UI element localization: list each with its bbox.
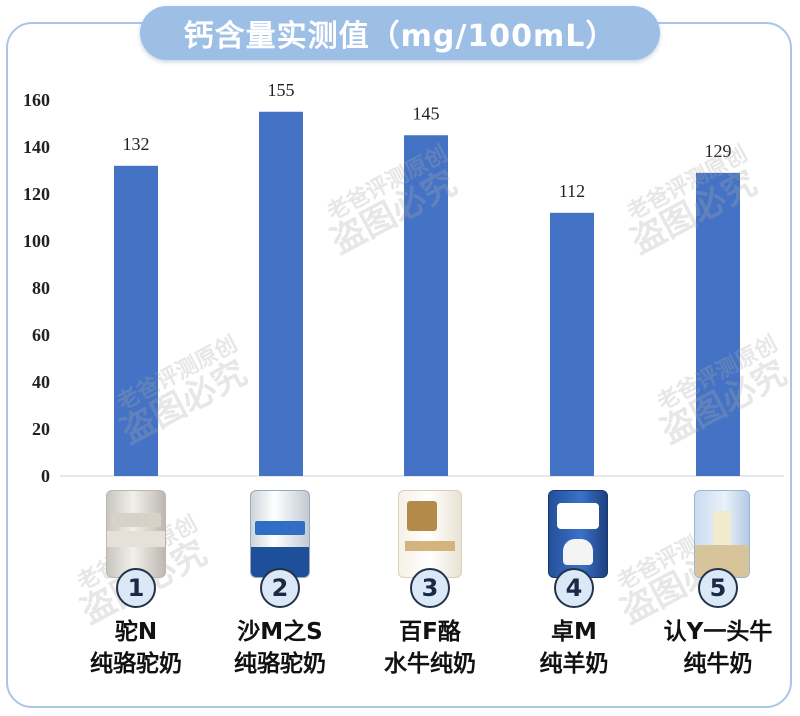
product-name-1: 驼N 纯骆驼奶 bbox=[56, 616, 216, 680]
product-image-1 bbox=[106, 490, 166, 578]
product-image-3 bbox=[398, 490, 462, 578]
product-name-4: 卓M 纯羊奶 bbox=[494, 616, 654, 680]
product-image-2 bbox=[250, 490, 310, 578]
product-number-badge: 5 bbox=[698, 568, 738, 608]
product-brand: 驼N bbox=[114, 619, 158, 645]
product-brand: 沙M之S bbox=[237, 619, 323, 645]
y-tick-label: 100 bbox=[23, 231, 50, 251]
product-brand: 认Y一头牛 bbox=[663, 619, 773, 645]
y-tick-label: 160 bbox=[23, 90, 50, 110]
product-number-badge: 2 bbox=[260, 568, 300, 608]
product-name-3: 百F酪 水牛纯奶 bbox=[350, 616, 510, 680]
title-banner: 钙含量实测值（mg/100mL） bbox=[140, 6, 660, 60]
y-tick-label: 120 bbox=[23, 184, 50, 204]
product-image-4 bbox=[548, 490, 608, 578]
product-type: 纯羊奶 bbox=[539, 651, 609, 677]
bar-value-label: 145 bbox=[413, 103, 440, 123]
product-number-badge: 4 bbox=[554, 568, 594, 608]
product-number-badge: 3 bbox=[410, 568, 450, 608]
product-type: 纯骆驼奶 bbox=[90, 651, 182, 677]
product-brand: 卓M bbox=[551, 619, 597, 645]
product-brand: 百F酪 bbox=[399, 619, 461, 645]
bar bbox=[696, 172, 740, 476]
y-tick-label: 60 bbox=[32, 325, 50, 345]
product-image-5 bbox=[694, 490, 750, 578]
bar-value-label: 129 bbox=[705, 141, 732, 161]
product-type: 纯牛奶 bbox=[683, 651, 753, 677]
bar-value-label: 112 bbox=[559, 181, 585, 201]
y-tick-label: 40 bbox=[32, 372, 50, 392]
bar bbox=[404, 135, 448, 476]
bar bbox=[114, 165, 158, 477]
y-tick-label: 80 bbox=[32, 278, 50, 298]
chart-title: 钙含量实测值（mg/100mL） bbox=[183, 19, 617, 54]
bar-value-label: 132 bbox=[123, 134, 150, 154]
bar-value-label: 155 bbox=[268, 80, 295, 100]
product-type: 水牛纯奶 bbox=[384, 651, 476, 677]
bar bbox=[550, 212, 594, 477]
y-tick-label: 140 bbox=[23, 137, 50, 157]
product-name-2: 沙M之S 纯骆驼奶 bbox=[200, 616, 360, 680]
product-name-5: 认Y一头牛 纯牛奶 bbox=[638, 616, 798, 680]
y-tick-label: 20 bbox=[32, 419, 50, 439]
y-tick-label: 0 bbox=[41, 466, 50, 486]
bar bbox=[259, 111, 303, 476]
data-labels: 132 155 145 112 129 bbox=[123, 80, 732, 201]
bars bbox=[114, 111, 740, 477]
product-type: 纯骆驼奶 bbox=[234, 651, 326, 677]
product-number-badge: 1 bbox=[116, 568, 156, 608]
